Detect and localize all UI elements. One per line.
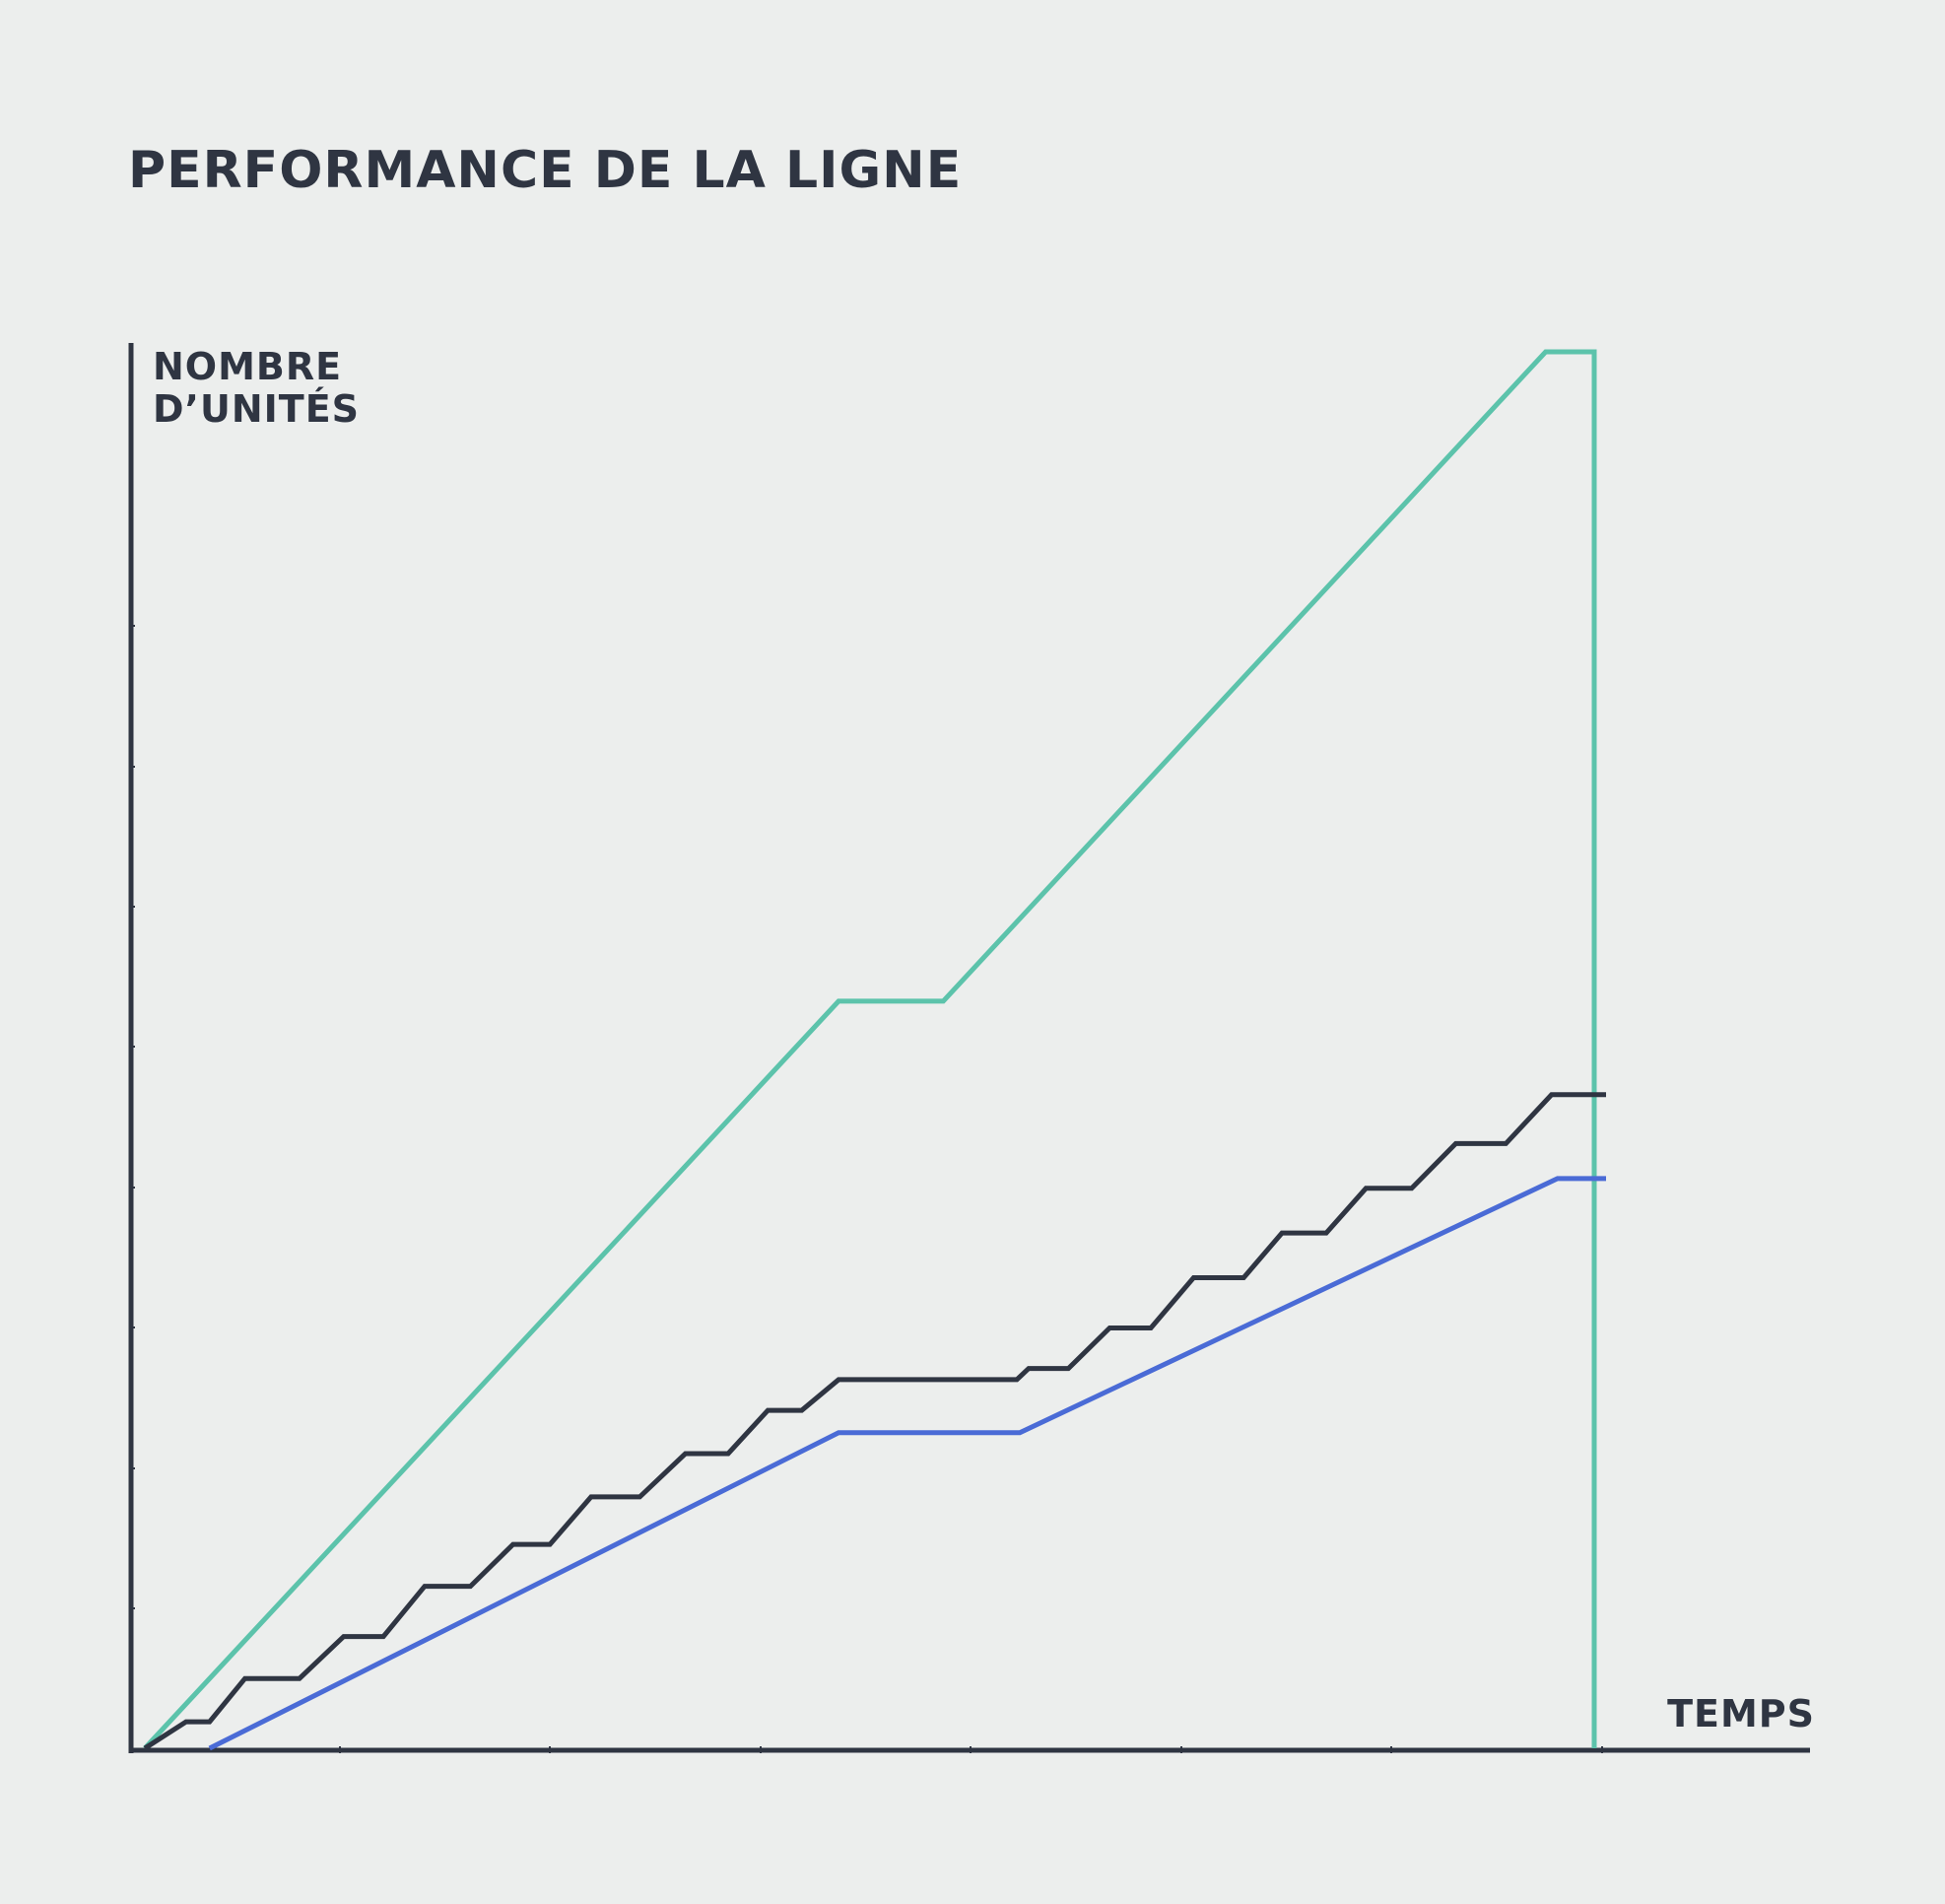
series-line-2 xyxy=(143,1092,1606,1751)
series-line-1 xyxy=(143,349,1597,1750)
series-line-3 xyxy=(208,1176,1606,1751)
series-group xyxy=(143,349,1606,1751)
x-axis-label: TEMPS xyxy=(1667,1692,1815,1735)
y-axis-ticks xyxy=(129,625,135,1609)
x-axis-group: TEMPS xyxy=(129,1692,1815,1753)
y-axis-label-line-2: D’UNITÉS xyxy=(153,387,360,431)
chart-title: PERFORMANCE DE LA LIGNE xyxy=(128,141,962,200)
y-axis-label-line-1: NOMBRE xyxy=(153,345,342,388)
x-axis-ticks xyxy=(339,1746,1603,1753)
y-axis-group: NOMBRE D’UNITÉS xyxy=(128,343,360,1753)
